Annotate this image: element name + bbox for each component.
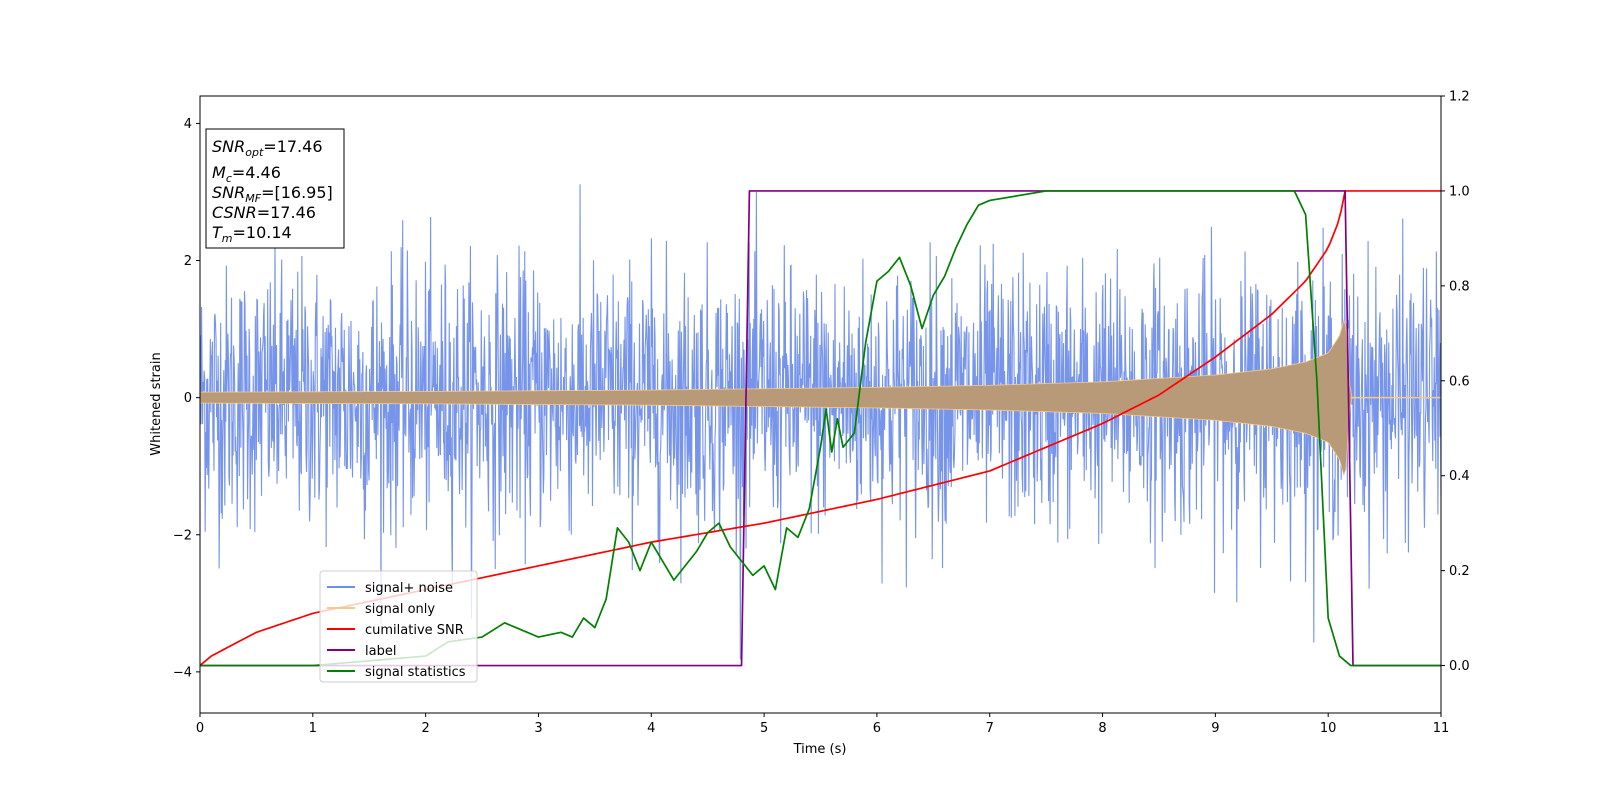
x-tick-label: 1 xyxy=(309,721,317,736)
legend-label: label xyxy=(365,644,396,659)
x-tick-label: 7 xyxy=(986,721,994,736)
x-tick-label: 8 xyxy=(1098,721,1106,736)
x-tick-label: 4 xyxy=(647,721,655,736)
annotation-line: Mc=4.46 xyxy=(212,163,281,185)
legend-label: signal+ noise xyxy=(365,581,453,596)
x-tick-label: 0 xyxy=(196,721,204,736)
axes: −4 −2 0 2 4 0.0 0.2 0.4 0.6 0.8 1.0 1.2 0 1 2 3 4 5 6 7 8 9 10… xyxy=(173,90,1470,737)
legend-label: cumilative SNR xyxy=(365,623,464,638)
x-tick-label: 6 xyxy=(873,721,881,736)
y2-tick-label: 0.4 xyxy=(1449,469,1470,484)
x-tick-label: 10 xyxy=(1320,721,1337,736)
annotation-box: SNRopt=17.46 Mc=4.46SNRMF=[16.95]CSNR=17.… xyxy=(205,128,345,249)
annotation-frame xyxy=(205,128,345,249)
annotation-line: CSNR=17.46 xyxy=(212,203,316,222)
x-tick-label: 9 xyxy=(1211,721,1219,736)
y-tick-label: 4 xyxy=(184,117,192,132)
y-tick-label: 0 xyxy=(184,391,192,406)
x-tick-label: 3 xyxy=(534,721,542,736)
y2-tick-label: 0.8 xyxy=(1449,279,1470,294)
x-tick-label: 11 xyxy=(1433,721,1450,736)
plot-frame xyxy=(199,95,1442,714)
legend-frame xyxy=(319,570,478,683)
x-tick-label: 2 xyxy=(421,721,429,736)
y2-tick-label: 1.0 xyxy=(1449,184,1470,199)
legend: signal+ noise signal only cumilative SNR la… xyxy=(319,570,478,683)
y2-tick-label: 1.2 xyxy=(1449,90,1470,105)
y2-tick-label: 0.6 xyxy=(1449,374,1470,389)
x-tick-label: 5 xyxy=(760,721,768,736)
annotation-line: SNRMF=[16.95] xyxy=(212,183,333,205)
y-tick-label: −2 xyxy=(173,528,192,543)
x-axis-label: Time (s) xyxy=(793,742,847,757)
series-signal-statistics xyxy=(200,190,1441,667)
y2-tick-label: 0.0 xyxy=(1449,659,1470,674)
y-tick-label: −4 xyxy=(173,665,192,680)
legend-label: signal only xyxy=(365,602,435,617)
y2-tick-label: 0.2 xyxy=(1449,564,1470,579)
y-tick-label: 2 xyxy=(184,254,192,269)
y-axis-label: Whitened strain xyxy=(149,352,164,455)
legend-label: signal statistics xyxy=(365,665,466,680)
annotation-line: SNRopt=17.46 xyxy=(212,137,323,159)
annotation-line: Tm=10.14 xyxy=(212,223,292,245)
